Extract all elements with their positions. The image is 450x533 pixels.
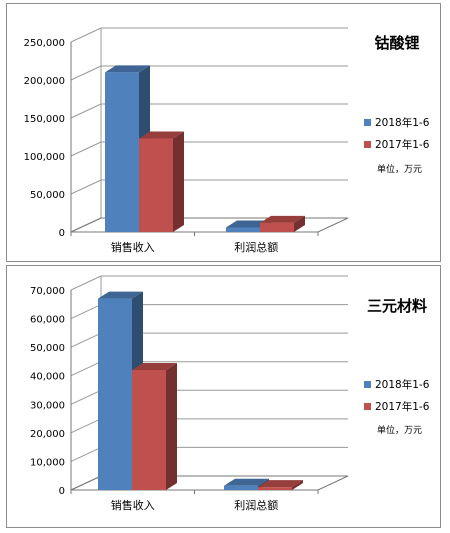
category-label: 利润总额 <box>234 498 278 512</box>
grid-connector <box>70 361 102 377</box>
grid-connector <box>70 27 102 43</box>
y-tick-label: 50,000 <box>30 190 65 201</box>
grid-connector <box>70 141 102 157</box>
legend-label: 2017年1-6 <box>375 400 430 413</box>
y-tick-label: 0 <box>59 486 65 497</box>
y-tick-label: 70,000 <box>30 286 65 297</box>
chart-title: 钴酸锂 <box>374 34 419 52</box>
category-label: 销售收入 <box>111 240 155 254</box>
y-tick-label: 40,000 <box>30 372 65 383</box>
y-tick-label: 0 <box>59 228 65 239</box>
category-label: 利润总额 <box>234 240 278 254</box>
grid-connector <box>70 332 102 348</box>
legend-swatch <box>364 141 371 148</box>
bar-s1-0 <box>132 363 177 490</box>
chart-lco: 0 50,000 100,000 150,000 200,000 250,000 销售收入 利… <box>24 27 430 254</box>
grid-connector <box>70 389 102 405</box>
y-tick-label: 20,000 <box>30 429 65 440</box>
grid-connector <box>70 304 102 320</box>
y-tick-label: 60,000 <box>30 315 65 326</box>
grid-connector <box>70 179 102 195</box>
legend-swatch <box>364 403 371 410</box>
legend-swatch <box>364 119 371 126</box>
y-tick-label: 50,000 <box>30 343 65 354</box>
y-tick-label: 200,000 <box>24 76 65 87</box>
y-tick-label: 30,000 <box>30 400 65 411</box>
chart-panel-ternary: 0 10,000 20,000 30,000 40,000 50,000 60,000 70,… <box>6 265 441 528</box>
y-tick-label: 250,000 <box>24 38 65 49</box>
y-tick-label: 100,000 <box>24 152 65 163</box>
unit-note: 单位，万元 <box>377 424 422 436</box>
legend-swatch <box>364 381 371 388</box>
chart-panel-lco: 0 50,000 100,000 150,000 200,000 250,000 销售收入 利… <box>6 3 441 262</box>
grid-connector <box>70 103 102 119</box>
y-tick-label: 10,000 <box>30 457 65 468</box>
legend-label: 2018年1-6 <box>375 116 430 129</box>
bar-s1-1 <box>260 215 305 232</box>
unit-note: 单位，万元 <box>377 163 422 175</box>
y-tick-label: 150,000 <box>24 114 65 125</box>
grid-connector <box>70 418 102 434</box>
legend-label: 2018年1-6 <box>375 378 430 391</box>
grid-connector <box>70 446 102 462</box>
grid-connector <box>70 65 102 81</box>
bar-s1-0 <box>139 131 184 232</box>
grid-connector <box>70 275 102 291</box>
legend-label: 2017年1-6 <box>375 138 430 151</box>
chart-title: 三元材料 <box>367 297 427 315</box>
category-label: 销售收入 <box>111 498 155 512</box>
bar-s1-1 <box>258 480 303 490</box>
chart-ternary: 0 10,000 20,000 30,000 40,000 50,000 60,000 70,… <box>30 275 430 512</box>
